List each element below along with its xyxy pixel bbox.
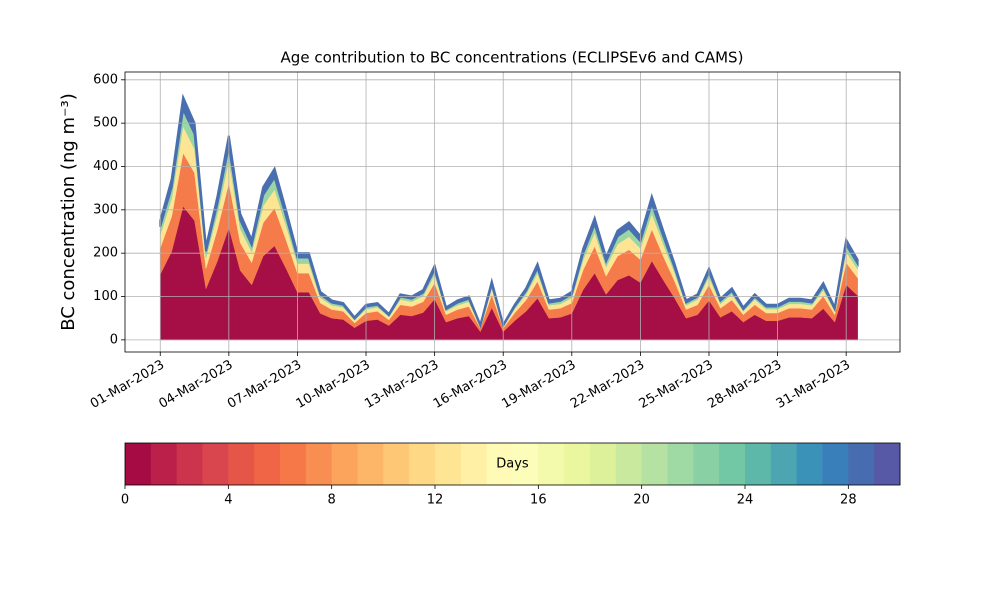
- colorbar-band: [435, 443, 462, 485]
- colorbar-band: [202, 443, 229, 485]
- colorbar-band: [719, 443, 746, 485]
- colorbar-frame: [124, 442, 901, 486]
- y-tick-label: 600: [93, 72, 118, 87]
- colorbar-band: [848, 443, 875, 485]
- colorbar-tick-label: 20: [633, 493, 650, 508]
- colorbar-band: [254, 443, 281, 485]
- y-tick-label: 100: [93, 289, 118, 304]
- colorbar-band: [383, 443, 410, 485]
- y-tick-label: 0: [110, 332, 118, 347]
- y-tick-label: 500: [93, 116, 118, 131]
- colorbar-label: Days: [496, 457, 529, 472]
- colorbar-band: [512, 443, 539, 485]
- y-axis-label: BC concentration (ng m⁻³): [58, 93, 79, 331]
- colorbar-band: [125, 443, 152, 485]
- colorbar-band: [667, 443, 694, 485]
- colorbar-band: [176, 443, 203, 485]
- colorbar-band: [331, 443, 358, 485]
- colorbar-band: [590, 443, 617, 485]
- colorbar-band: [305, 443, 333, 485]
- y-tick-label: 400: [93, 159, 118, 174]
- colorbar-band: [615, 443, 643, 485]
- axes-frame: [124, 71, 901, 353]
- colorbar-tick-label: 12: [427, 493, 444, 508]
- colorbar-band: [822, 443, 849, 485]
- chart-title: Age contribution to BC concentrations (E…: [281, 49, 744, 67]
- colorbar-band: [641, 443, 668, 485]
- colorbar-band: [770, 443, 798, 485]
- colorbar-band: [874, 443, 901, 485]
- colorbar-band: [538, 443, 565, 485]
- colorbar: Days 0 4 8 12 16 20 24 28: [121, 442, 901, 508]
- colorbar-tick-label: 24: [737, 493, 754, 508]
- colorbar-band: [357, 443, 384, 485]
- colorbar-band: [564, 443, 591, 485]
- colorbar-tick-label: 0: [121, 493, 129, 508]
- colorbar-tick-label: 4: [224, 493, 232, 508]
- colorbar-band: [486, 443, 513, 485]
- area-layer: [159, 93, 859, 329]
- colorbar-band: [409, 443, 436, 485]
- colorbar-tick-label: 28: [840, 493, 857, 508]
- colorbar-band: [460, 443, 488, 485]
- colorbar-tick-label: 8: [328, 493, 336, 508]
- y-tick-label: 200: [93, 246, 118, 261]
- colorbar-band: [280, 443, 307, 485]
- colorbar-band: [796, 443, 823, 485]
- colorbar-band: [150, 443, 178, 485]
- colorbar-band: [228, 443, 255, 485]
- colorbar-band: [745, 443, 772, 485]
- colorbar-tick-label: 16: [530, 493, 547, 508]
- colorbar-band: [693, 443, 720, 485]
- y-tick-label: 300: [93, 202, 118, 217]
